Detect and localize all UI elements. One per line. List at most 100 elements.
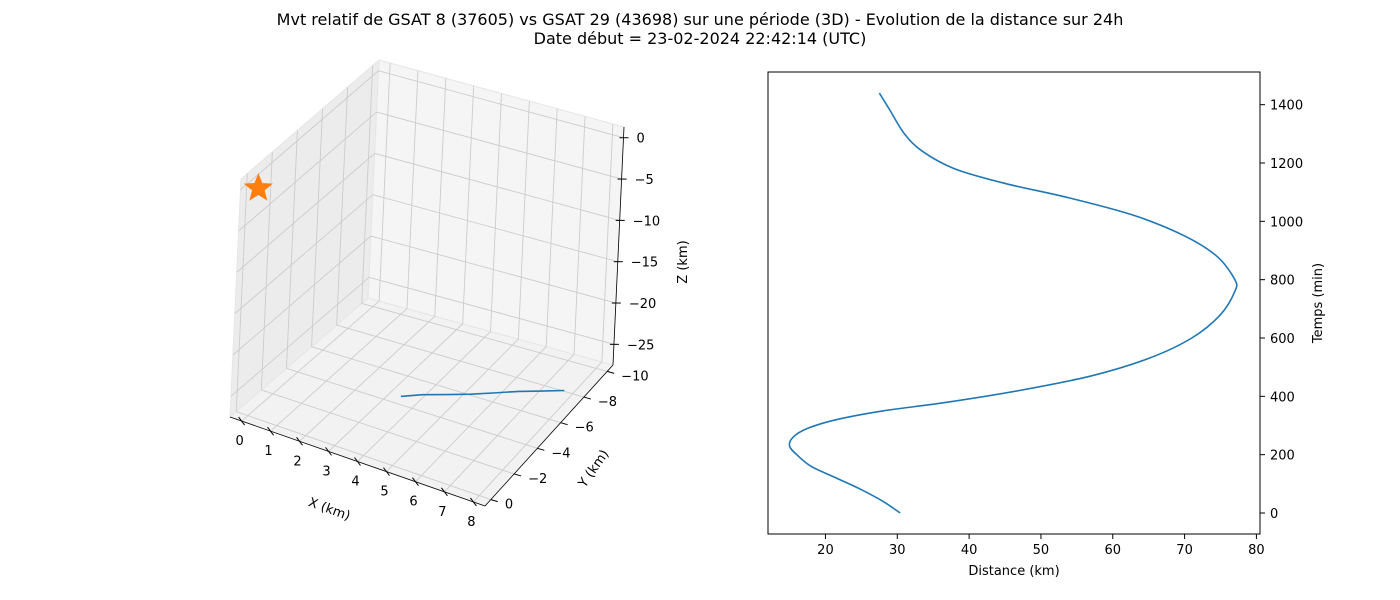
figure-title-line1: Mvt relatif de GSAT 8 (37605) vs GSAT 29… [277, 10, 1124, 29]
x-tick [383, 467, 390, 476]
plot-3d: 0 1 2 3 4 5 6 7 8 0 −2 −4 −6 −8 −10 0 −5 −10 −15 −20 −25 X (… [229, 58, 691, 530]
x-tick-label: 1 [264, 444, 272, 459]
grid-y-floor [336, 324, 585, 398]
z-tick-label: −15 [631, 256, 658, 271]
plot-3d-ticks: 0 1 2 3 4 5 6 7 8 0 −2 −4 −6 −8 −10 0 −5 −10 −15 −20 −25 [235, 132, 660, 530]
z-tick-label: −25 [627, 338, 654, 353]
grid-z-back [232, 235, 372, 356]
y-tick-label: 600 [1270, 332, 1295, 347]
y-tick-label: −2 [528, 472, 547, 487]
grid-x-floor [241, 300, 380, 422]
y-tick [513, 473, 522, 477]
y-tick-label: −6 [575, 421, 594, 436]
grid-y-floor [361, 302, 608, 372]
grid-z-side [372, 194, 618, 263]
grid-x-floor [473, 361, 603, 503]
plot-2d: 20 30 40 50 60 70 80 0 200 400 600 800 1000 1200 1400… [767, 71, 1326, 579]
y-tick-label: 0 [505, 498, 513, 513]
plot-3d-series [243, 172, 565, 398]
y-tick [490, 499, 498, 503]
x-tick [412, 477, 419, 487]
figure-title-line2: Date début = 23-02-2024 22:42:14 (UTC) [534, 29, 867, 48]
grid-y-back [260, 151, 273, 390]
y-tick-label: 1400 [1270, 99, 1303, 114]
plot-3d-xlabel: X (km) [306, 495, 352, 524]
x-tick-label: 20 [817, 543, 834, 558]
x-tick [354, 457, 361, 466]
grid-z-back [238, 111, 377, 232]
y-tick-label: 0 [1270, 507, 1278, 522]
x-tick [296, 436, 303, 446]
z-tick-label: −5 [635, 173, 654, 188]
x-tick-label: 7 [438, 505, 446, 520]
grid-y-back [286, 130, 298, 369]
y-tick-label: 800 [1270, 274, 1295, 289]
x-tick-label: 3 [322, 464, 330, 479]
x-tick-label: 2 [293, 454, 301, 469]
x-tick-label: 5 [380, 485, 388, 500]
plot-3d-zlabel: Z (km) [676, 240, 691, 283]
grid-x-side [378, 63, 391, 302]
grid-x-side [517, 101, 530, 340]
y-tick-label: −4 [551, 446, 570, 461]
y-tick-label: 400 [1270, 390, 1295, 405]
grid-y-back [336, 87, 349, 326]
grid-x-floor [270, 308, 408, 432]
grid-x-floor [299, 315, 436, 442]
x-tick-label: 8 [467, 515, 475, 530]
grid-x-side [406, 70, 419, 309]
series-distance-line [788, 92, 1238, 514]
x-tick-label: 60 [1104, 543, 1121, 558]
grid-y-back [311, 108, 323, 347]
y-tick-label: −8 [598, 395, 617, 410]
grid-z-side [376, 111, 622, 180]
grid-x-side [573, 116, 586, 355]
y-tick-label: 200 [1270, 449, 1295, 464]
grid-x-floor [444, 354, 575, 493]
grid-x-floor [328, 323, 463, 452]
grid-x-side [545, 108, 558, 347]
grid-x-side [490, 93, 502, 332]
grid-x-side [601, 123, 614, 362]
plot-2d-series [788, 92, 1238, 514]
plot-2d-ylabel: Temps (min) [1311, 263, 1326, 344]
x-tick [267, 426, 274, 436]
x-tick [238, 416, 245, 426]
x-tick-label: 30 [889, 543, 906, 558]
x-tick-label: 40 [961, 543, 978, 558]
plot-2d-yticks: 0 200 400 600 800 1000 1200 1400 [1260, 99, 1303, 522]
z-tick-label: −10 [633, 214, 660, 229]
grid-z-back [234, 194, 374, 315]
z-tick-label: −20 [629, 297, 656, 312]
x-tick-label: 6 [409, 495, 417, 510]
y-tick-label: 1000 [1270, 215, 1303, 230]
star-marker [243, 172, 273, 201]
grid-y-floor [286, 367, 538, 449]
x-tick [441, 487, 448, 497]
grid-z-back [230, 276, 370, 397]
z-axis-line [612, 126, 625, 366]
x-tick-label: 4 [351, 475, 359, 490]
grid-y-back [235, 173, 248, 412]
grid-z-back [236, 153, 375, 273]
plot-2d-frame [767, 71, 1261, 535]
y-tick [583, 396, 592, 400]
x-tick [325, 447, 332, 456]
grid-x-side [434, 78, 447, 317]
z-tick-label: 0 [637, 132, 645, 147]
plot-3d-panes [229, 58, 625, 507]
grid-y-floor [236, 411, 491, 501]
grid-x-floor [357, 331, 491, 462]
series-3d-line [400, 389, 565, 398]
x-tick-label: 70 [1176, 543, 1193, 558]
y-tick [607, 370, 615, 374]
grid-z-side [378, 70, 624, 139]
x-tick-label: 0 [235, 434, 243, 449]
grid-z-side [370, 235, 616, 304]
grid-y-floor [261, 389, 515, 475]
x-tick [470, 497, 477, 507]
plot-2d-xlabel: Distance (km) [968, 564, 1059, 579]
y-axis-line [484, 364, 614, 507]
grid-z-side [374, 152, 620, 221]
